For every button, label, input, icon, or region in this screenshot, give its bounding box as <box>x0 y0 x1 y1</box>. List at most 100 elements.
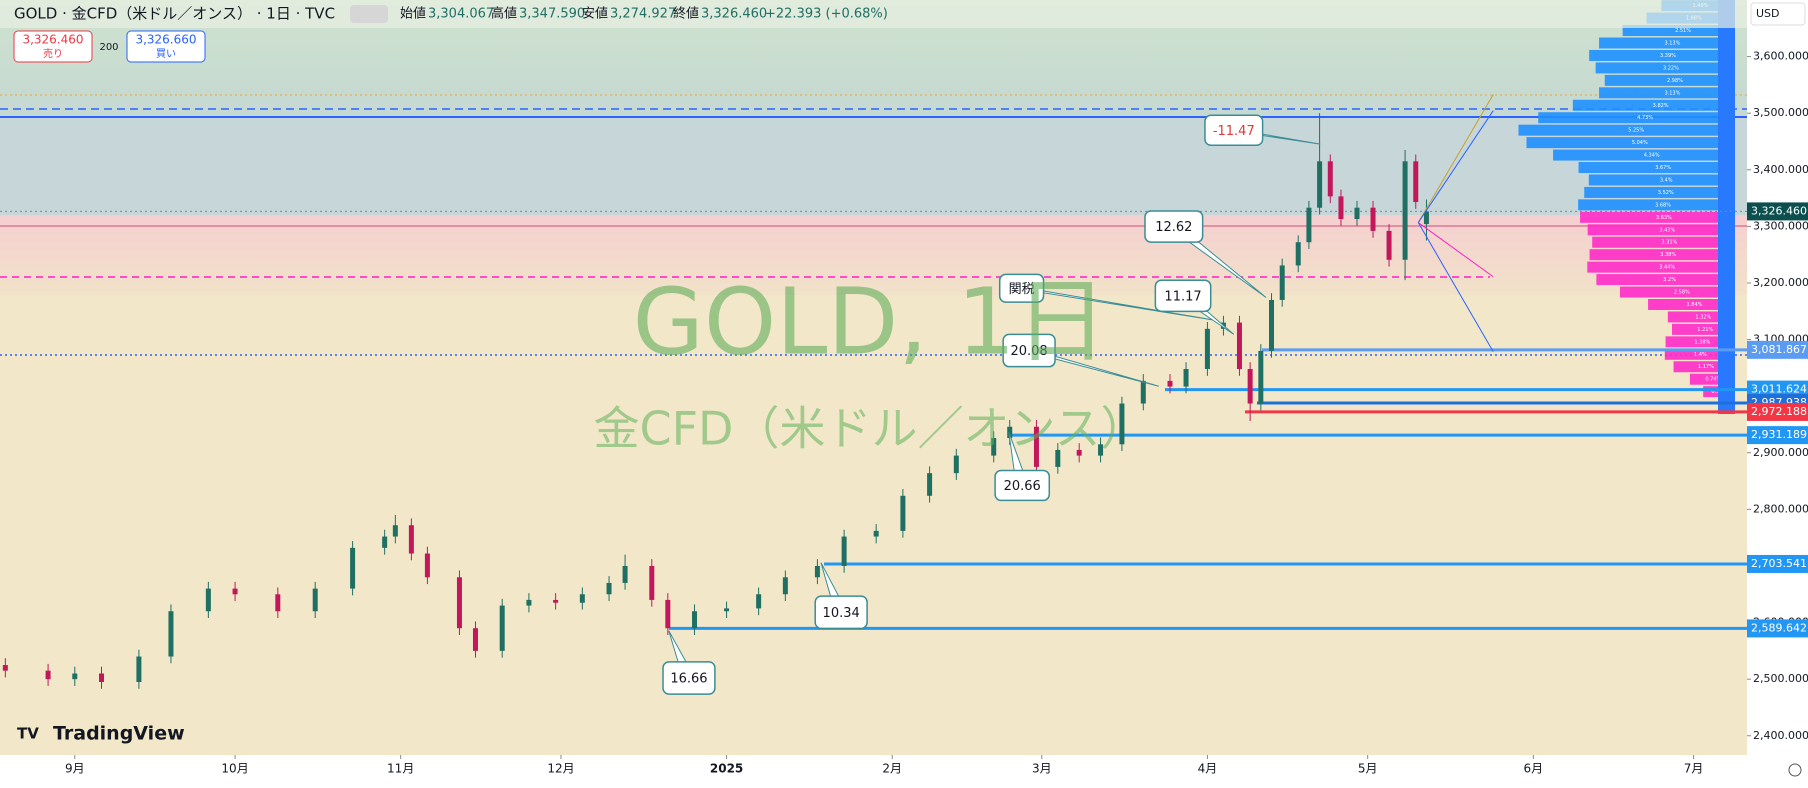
profile-strip <box>1718 0 1735 414</box>
profile-bar <box>1596 274 1718 286</box>
watermark-subtitle: 金CFD（米ドル／オンス） <box>593 402 1146 456</box>
price-tag-label: 3,011.624 <box>1751 383 1807 396</box>
candle-body <box>526 599 532 606</box>
candle-body <box>1258 350 1264 404</box>
price-tag-label: 2,589.642 <box>1751 621 1807 634</box>
y-tick-label: 3,500.000 <box>1753 106 1808 119</box>
candle-body <box>1306 207 1312 243</box>
profile-label: 2.51% <box>1675 28 1691 34</box>
callout-label: 11.17 <box>1164 289 1201 304</box>
profile-bar <box>1599 87 1718 99</box>
candle-body <box>205 588 211 612</box>
candle-body <box>991 438 997 456</box>
profile-label: 3.31% <box>1661 240 1677 246</box>
price-tag-label: 2,703.541 <box>1751 557 1807 570</box>
header-bg <box>0 0 1747 28</box>
x-tick-label: 2025 <box>710 762 743 776</box>
profile-label: 3.82% <box>1653 103 1669 109</box>
profile-label: 0.74% <box>1705 377 1721 383</box>
candle-body <box>1140 380 1146 404</box>
y-tick-label: 2,900.000 <box>1753 446 1808 459</box>
candle-body <box>1167 380 1173 387</box>
candle-body <box>1269 299 1275 351</box>
candle-body <box>1279 265 1285 300</box>
candle-body <box>1183 369 1189 387</box>
ohlc-value: 3,347.590 <box>519 7 585 22</box>
profile-bar <box>1667 311 1718 323</box>
profile-label: 3.22% <box>1663 65 1679 71</box>
x-tick-label: 12月 <box>547 762 574 776</box>
sell-button[interactable] <box>13 30 93 63</box>
projection-line <box>1417 110 1494 223</box>
callout-label: 10.34 <box>823 606 860 621</box>
profile-bar <box>1588 174 1718 186</box>
candle-body <box>1236 322 1242 370</box>
callout-box <box>1204 114 1264 147</box>
x-tick-label: 2月 <box>882 762 902 776</box>
zone-blue <box>0 117 1747 215</box>
profile-bar <box>1580 211 1718 223</box>
buy-button[interactable] <box>126 30 206 63</box>
profile-label: 3.67% <box>1655 165 1671 171</box>
watermark-title: GOLD, 1日 <box>633 268 1108 375</box>
price-tag <box>1747 554 1808 573</box>
x-tick-label: 3月 <box>1032 762 1052 776</box>
price-tag <box>1747 340 1808 359</box>
profile-bar <box>1595 62 1718 74</box>
x-tick-label: 7月 <box>1684 762 1704 776</box>
price-tag-label: 3,081.867 <box>1751 343 1807 356</box>
candle-body <box>1119 403 1125 445</box>
profile-label: 3.43% <box>1659 227 1675 233</box>
toggle[interactable] <box>350 5 388 23</box>
profile-label: 3.13% <box>1664 41 1680 47</box>
candle-body <box>814 565 820 578</box>
candle-body <box>606 582 612 595</box>
profile-bar <box>1518 124 1718 136</box>
profile-label: 1.38% <box>1694 339 1710 345</box>
candle-body <box>472 628 478 651</box>
candle-body <box>622 565 628 583</box>
candle-body <box>1247 369 1253 404</box>
profile-bar <box>1619 286 1718 298</box>
candle-body <box>1317 161 1323 208</box>
candle-body <box>168 611 174 657</box>
profile-label: 3.13% <box>1664 90 1680 96</box>
profile-bar <box>1703 386 1718 398</box>
callout-label: 20.66 <box>1004 479 1041 494</box>
price-tag <box>1747 426 1808 445</box>
profile-label: 1.21% <box>1697 327 1713 333</box>
sell-price: 3,326.460 <box>22 33 83 47</box>
y-tick-label: 2,800.000 <box>1753 502 1808 515</box>
profile-label: 3.2% <box>1663 277 1676 283</box>
callout-box <box>998 273 1045 303</box>
settings-icon[interactable] <box>1788 763 1802 777</box>
y-tick-label: 2,500.000 <box>1753 672 1808 685</box>
candle-body <box>900 495 906 531</box>
candle-body <box>927 473 933 496</box>
currency-button[interactable] <box>1750 2 1806 26</box>
callout-box <box>1002 333 1056 368</box>
candle-body <box>553 599 559 603</box>
profile-bar <box>1587 224 1718 236</box>
price-tag <box>1747 402 1808 421</box>
y-tick-label: 3,300.000 <box>1753 219 1808 232</box>
candle-body <box>782 577 788 595</box>
profile-bar <box>1572 99 1718 111</box>
candle-body <box>579 594 585 603</box>
candle-body <box>953 455 959 474</box>
profile-bar <box>1592 236 1718 248</box>
profile-bar <box>1648 298 1718 310</box>
price-tag-label: 3,326.460 <box>1751 204 1807 217</box>
zone-pink <box>0 215 1747 295</box>
candle-body <box>392 525 398 537</box>
candle-body <box>1354 207 1360 220</box>
profile-label: 5.04% <box>1632 140 1648 146</box>
candle-body <box>99 673 105 682</box>
time-axis <box>0 755 1747 788</box>
profile-bar <box>1599 37 1718 49</box>
profile-bar <box>1589 49 1718 61</box>
candle-body <box>1370 207 1376 231</box>
callout-label: 12.62 <box>1155 220 1192 235</box>
callout-label: -11.47 <box>1213 124 1255 139</box>
